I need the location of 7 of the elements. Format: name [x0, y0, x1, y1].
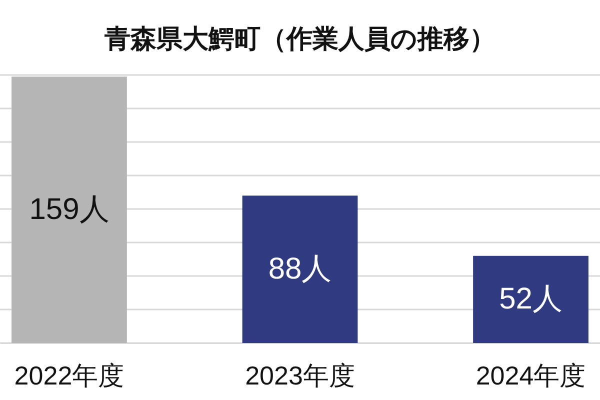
x-tick-label: 2023年度 — [245, 360, 355, 390]
data-label: 159人 — [29, 192, 110, 226]
data-label: 88人 — [268, 252, 332, 286]
data-label: 52人 — [499, 282, 562, 316]
x-tick-label: 2024年度 — [476, 360, 586, 390]
x-tick-label: 2022年度 — [14, 360, 124, 390]
chart-title: 青森県大鰐町（作業人員の推移） — [104, 23, 496, 54]
